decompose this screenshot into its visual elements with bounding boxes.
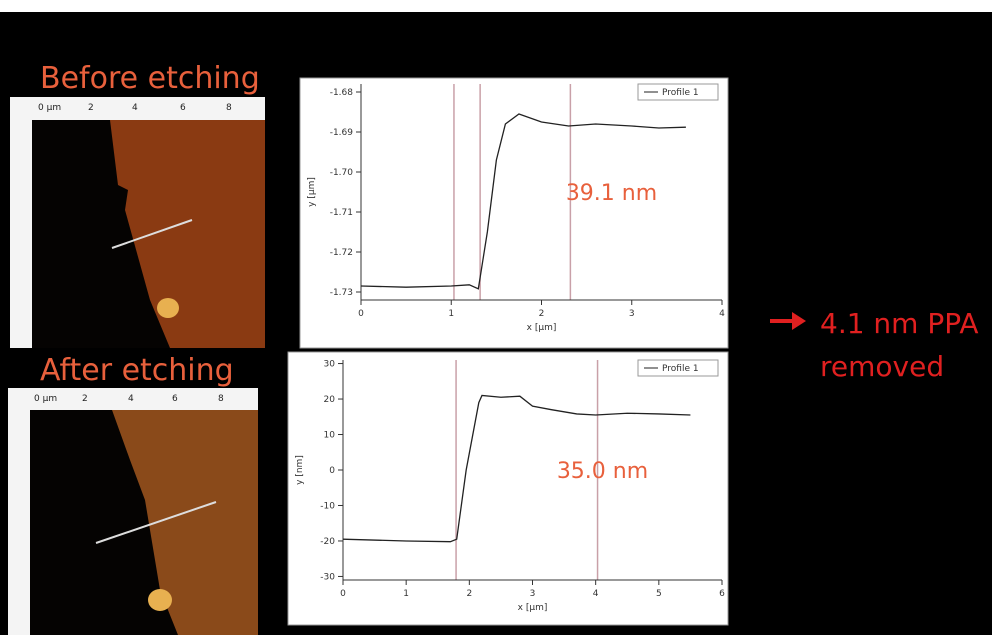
ruler-label: 4 [128, 394, 134, 404]
legend-label: Profile 1 [662, 88, 699, 98]
after-label: After etching [40, 353, 234, 388]
x-tick-label: 0 [358, 309, 364, 319]
y-tick-label: 20 [324, 395, 336, 405]
y-tick-label: -1.73 [330, 288, 353, 298]
y-tick-label: -1.68 [330, 88, 354, 98]
x-axis-label: x [µm] [527, 323, 557, 333]
y-tick-label: -1.71 [330, 208, 353, 218]
ruler-label: 0 µm [34, 394, 57, 404]
x-tick-label: 2 [539, 309, 545, 319]
profile-line [342, 394, 691, 543]
ruler-label: 6 [180, 103, 186, 113]
x-tick-label: 3 [629, 309, 635, 319]
legend-box [637, 83, 719, 101]
legend-label: Profile 1 [662, 364, 699, 374]
x-tick-label: 3 [530, 589, 536, 599]
ruler-label: 0 µm [38, 103, 61, 113]
y-tick-label: 30 [324, 360, 336, 370]
ruler-label: 4 [132, 103, 138, 113]
ruler-label: 2 [82, 394, 88, 404]
profile-line [360, 113, 686, 290]
x-tick-label: 0 [340, 589, 346, 599]
annotation: 35.0 nm [557, 459, 648, 484]
result-text: 4.1 nm PPA [820, 307, 978, 340]
afm-image-after: 0 µm 2 4 6 8 [8, 388, 258, 635]
afm-image-before: 0 µm 2 4 6 8 [10, 97, 265, 348]
ruler-label: 8 [218, 394, 224, 404]
y-tick-label: -10 [320, 501, 335, 511]
chart-box [287, 351, 729, 626]
x-tick-label: 5 [656, 589, 662, 599]
result-text: removed [820, 350, 944, 383]
y-tick-label: 0 [329, 466, 335, 476]
charts: 0 1 2 3 4 -1.68 -1.69 -1.70 -1.71 -1.72 -1.73 x [µm… [287, 77, 729, 626]
y-tick-label: -20 [320, 537, 335, 547]
y-tick-label: -1.70 [330, 168, 354, 178]
x-tick-label: 1 [403, 589, 409, 599]
y-tick-label: -30 [320, 572, 335, 582]
y-axis-label: y [nm] [295, 455, 305, 485]
x-tick-label: 1 [448, 309, 454, 319]
legend-box [637, 359, 719, 377]
x-tick-label: 6 [719, 589, 725, 599]
ruler-label: 6 [172, 394, 178, 404]
result: 4.1 nm PPA removed [770, 307, 978, 383]
x-tick-label: 4 [593, 589, 599, 599]
x-axis-label: x [µm] [518, 603, 548, 613]
x-tick-label: 2 [466, 589, 472, 599]
y-tick-label: -1.69 [330, 128, 354, 138]
chart-box [299, 77, 729, 349]
ruler-label: 2 [88, 103, 94, 113]
ruler-label: 8 [226, 103, 232, 113]
arrow-head [792, 312, 806, 330]
before-label: Before etching [40, 61, 260, 96]
y-axis-label: y [µm] [307, 177, 317, 207]
x-tick-label: 4 [719, 309, 725, 319]
y-tick-label: -1.72 [330, 248, 353, 258]
y-tick-label: 10 [324, 431, 336, 441]
annotation: 39.1 nm [566, 181, 657, 206]
